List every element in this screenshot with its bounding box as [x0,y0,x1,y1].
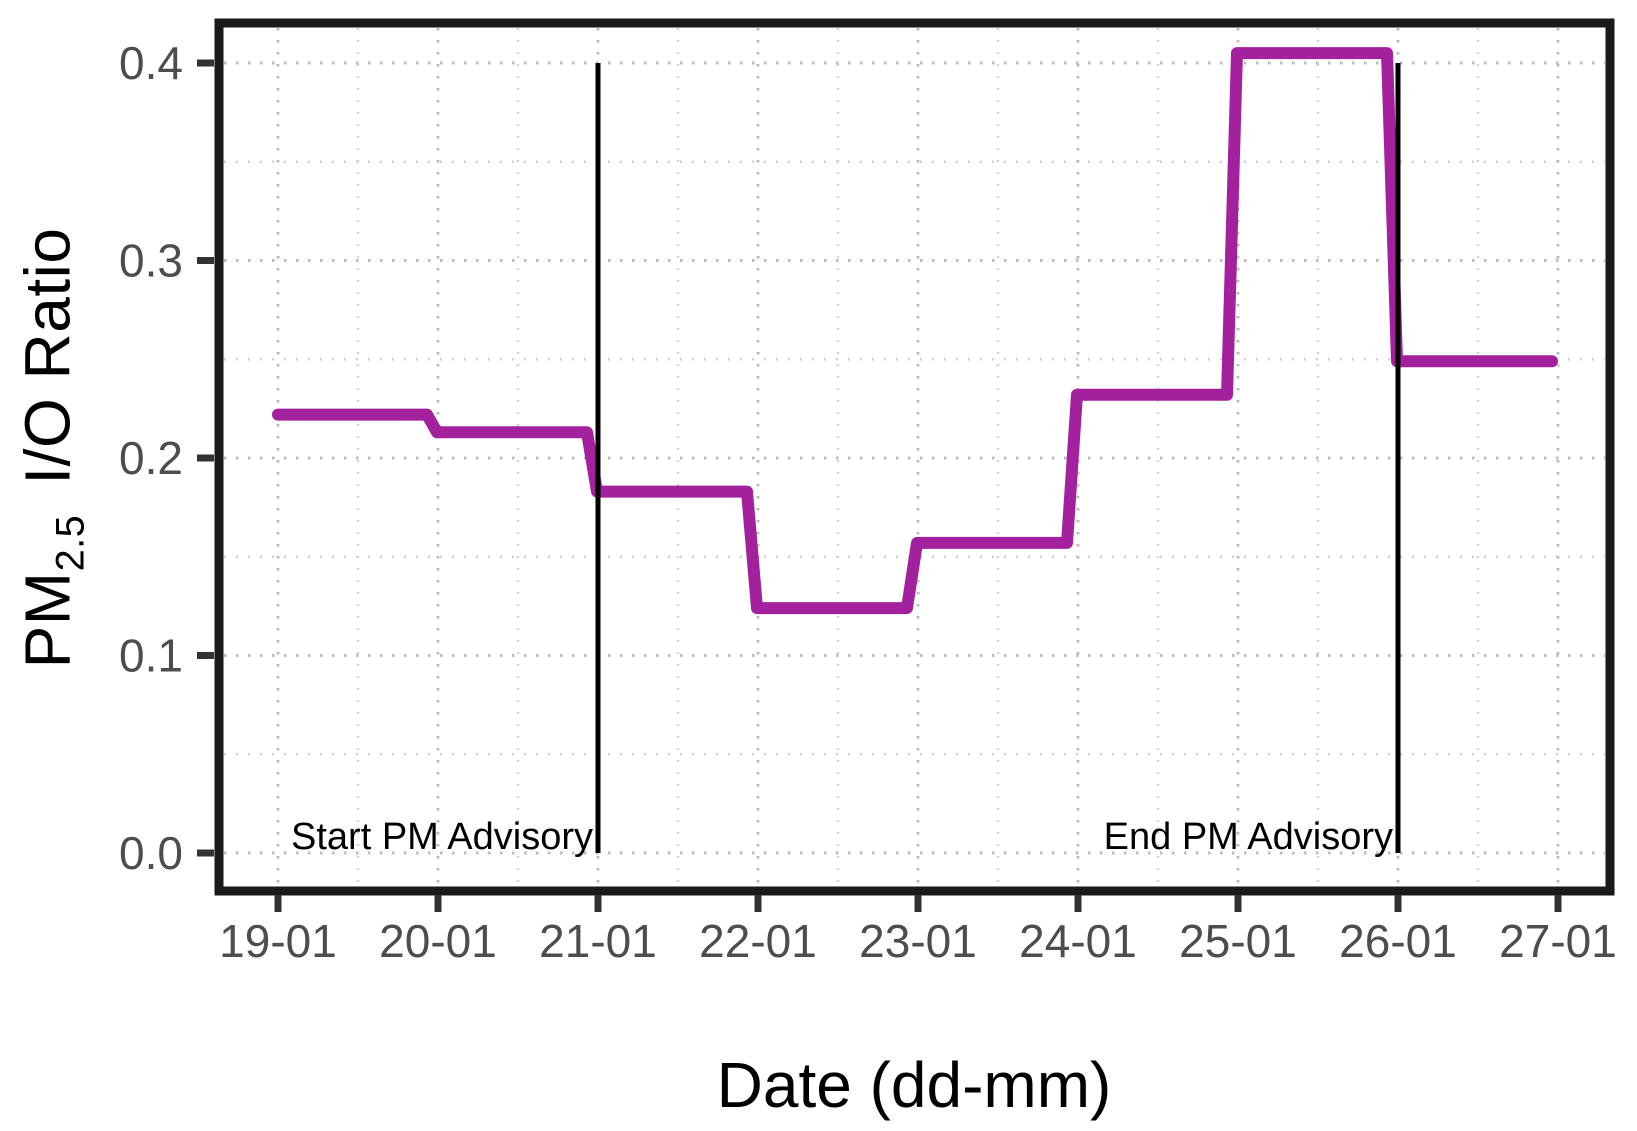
x-axis-title: Date (dd-mm) [716,1049,1112,1121]
x-tick-label: 21-01 [539,915,657,967]
x-tick-label: 19-01 [219,915,337,967]
advisory-annotation: Start PM Advisory [291,816,593,858]
x-tick-label: 27-01 [1499,915,1617,967]
y-axis-title-prefix: PM [11,571,84,669]
x-tick-label: 26-01 [1339,915,1457,967]
y-tick-label: 0.2 [119,432,183,484]
y-axis-title-rest: I/O Ratio [11,227,84,503]
x-tick-label: 20-01 [379,915,497,967]
panel-border [214,18,1615,896]
x-tick-label: 23-01 [859,915,977,967]
step-line-series [272,47,1558,615]
x-tick-label: 25-01 [1179,915,1297,967]
y-tick-label: 0.0 [119,827,183,879]
y-axis-title-subscript: 2.5 [48,514,93,572]
x-tick-label: 22-01 [699,915,817,967]
advisory-annotation: End PM Advisory [1104,816,1393,858]
y-axis-title: PM2.5 I/O Ratio [11,228,94,669]
y-tick-label: 0.1 [119,630,183,682]
y-tick-label: 0.3 [119,235,183,287]
x-tick-label: 24-01 [1019,915,1137,967]
y-tick-label: 0.4 [119,37,183,89]
